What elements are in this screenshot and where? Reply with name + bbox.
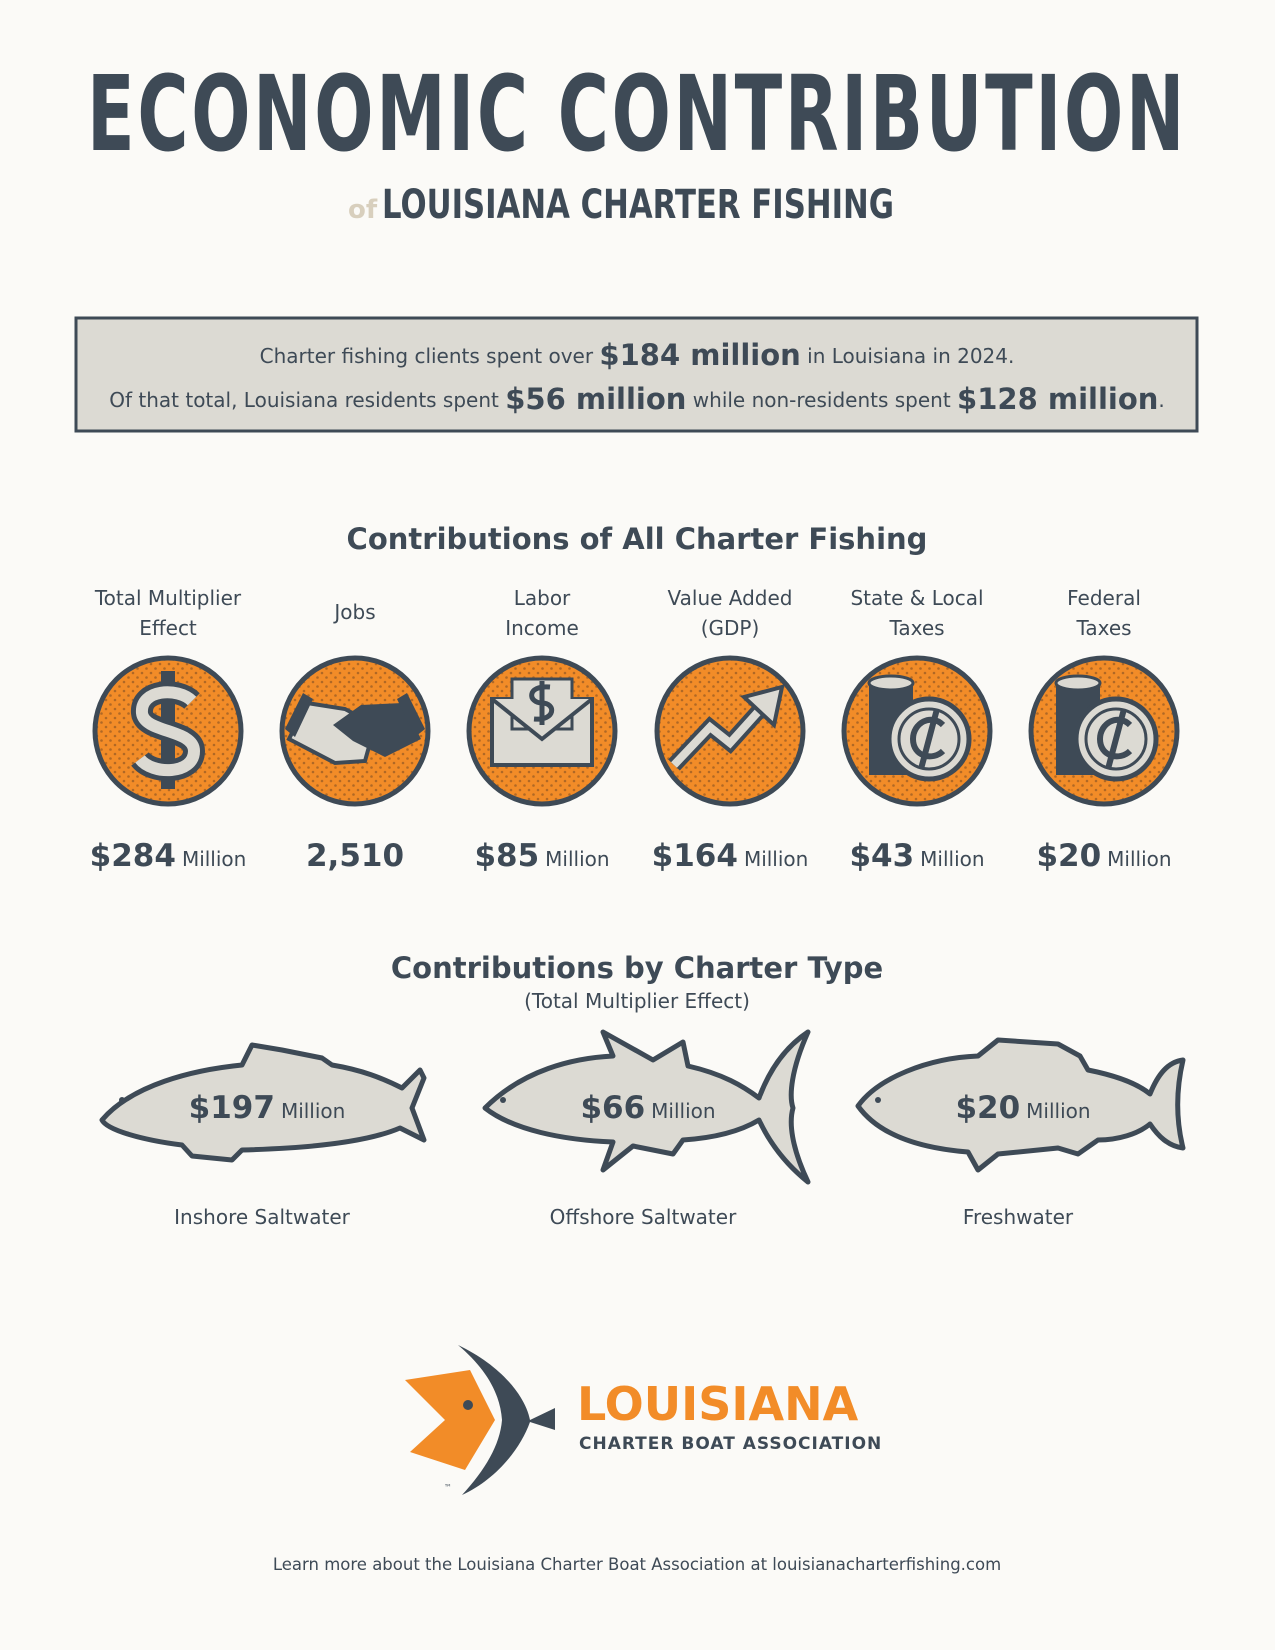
- contribution-value: $284 Million: [90, 838, 247, 874]
- summary-box: [74, 316, 1199, 433]
- contribution: Federal Taxes $20 Million: [1028, 586, 1180, 874]
- section-subtitle: (Total Multiplier Effect): [524, 989, 750, 1013]
- section-title: Contributions of All Charter Fishing: [347, 522, 928, 556]
- value-unit: Million: [545, 847, 609, 871]
- contribution-label: Jobs: [332, 600, 375, 624]
- logo-eye: [463, 1400, 473, 1410]
- summary-text: in Louisiana in 2024.: [801, 344, 1015, 368]
- type-value: $66 Million: [580, 1090, 715, 1126]
- value-amount: $43: [849, 838, 914, 874]
- icon-circle: [654, 655, 806, 807]
- subtitle: LOUISIANA CHARTER FISHING: [382, 182, 894, 228]
- value-amount: $197: [189, 1090, 275, 1126]
- value-unit: Million: [1107, 847, 1171, 871]
- value-unit: Million: [920, 847, 984, 871]
- contribution-label: Labor: [514, 586, 571, 610]
- contribution: Jobs 2,510: [279, 600, 431, 874]
- section-title: Contributions by Charter Type: [391, 951, 883, 985]
- type-label: Freshwater: [963, 1205, 1074, 1229]
- logo-trademark: ™: [444, 1483, 452, 1492]
- value-unit: Million: [182, 847, 246, 871]
- value-amount: $85: [474, 838, 539, 874]
- value-amount: $284: [90, 838, 176, 874]
- type-value: $197 Million: [189, 1090, 346, 1126]
- value-amount: $20: [1036, 838, 1101, 874]
- fish-eye: [500, 1097, 506, 1103]
- fish-eye: [119, 1097, 125, 1103]
- charter-type: $66 Million Offshore Saltwater: [482, 1029, 811, 1229]
- icon-part: [1054, 674, 1102, 692]
- summary-amount: $128 million: [957, 382, 1158, 416]
- summary-amount: $56 million: [505, 382, 686, 416]
- summary-amount: $184 million: [599, 338, 800, 372]
- contribution-value: 2,510: [306, 838, 404, 874]
- contribution: Labor Income $85 Million: [466, 586, 618, 874]
- icon-part: [333, 703, 421, 757]
- contribution-label: Total Multiplier: [94, 586, 242, 610]
- value-unit: Million: [651, 1099, 715, 1123]
- contribution-value: $43 Million: [849, 838, 984, 874]
- logo-tail: [458, 1345, 555, 1495]
- contribution-label: Value Added: [668, 586, 793, 610]
- contribution-label: Income: [505, 616, 579, 640]
- value-unit: Million: [1026, 1099, 1090, 1123]
- fish: [99, 1042, 427, 1163]
- icon-part: [1096, 708, 1133, 770]
- icon-part: [897, 707, 961, 771]
- contribution: Value Added (GDP) $164 Million: [652, 586, 809, 874]
- value-amount: 2,510: [306, 838, 404, 874]
- fish: [482, 1029, 811, 1185]
- contribution-label: State & Local: [850, 586, 983, 610]
- type-value: $20 Million: [955, 1090, 1090, 1126]
- contribution-label: Taxes: [1075, 616, 1131, 640]
- summary-text: Of that total, Louisiana residents spent: [109, 388, 505, 412]
- contribution-label: (GDP): [701, 616, 760, 640]
- icon-part: [135, 686, 201, 777]
- contribution-value: $85 Million: [474, 838, 609, 874]
- contribution: State & Local Taxes $43 Million: [841, 586, 993, 874]
- icon-part: [867, 674, 915, 692]
- icon-part: [1084, 707, 1148, 771]
- contribution-label: Effect: [139, 616, 197, 640]
- charter-type: $20 Million Freshwater: [855, 1037, 1186, 1229]
- value-amount: $66: [580, 1090, 645, 1126]
- title: ECONOMIC CONTRIBUTION: [87, 53, 1187, 175]
- summary-line: Of that total, Louisiana residents spent…: [109, 382, 1165, 416]
- logo-tagline: CHARTER BOAT ASSOCIATION: [579, 1434, 882, 1454]
- logo-fish-head: [405, 1370, 495, 1470]
- icon-part: [529, 681, 554, 725]
- icon-part: [739, 684, 785, 729]
- contribution-label: Federal: [1067, 586, 1141, 610]
- contribution: Total Multiplier Effect $284 Million: [90, 586, 247, 874]
- logo-name: LOUISIANA: [577, 1377, 859, 1431]
- summary-line: Charter fishing clients spent over $184 …: [260, 338, 1015, 372]
- type-label: Inshore Saltwater: [174, 1205, 350, 1229]
- logo: LOUISIANA CHARTER BOAT ASSOCIATION ™: [405, 1345, 882, 1495]
- type-label: Offshore Saltwater: [550, 1205, 737, 1229]
- fish: [855, 1037, 1186, 1173]
- contribution-value: $20 Million: [1036, 838, 1171, 874]
- summary-text: Charter fishing clients spent over: [260, 344, 600, 368]
- subtitle-of: of: [348, 195, 378, 225]
- summary-text: while non-residents spent: [686, 388, 957, 412]
- charter-type: $197 Million Inshore Saltwater: [99, 1042, 427, 1229]
- value-unit: Million: [281, 1099, 345, 1123]
- value-unit: Million: [744, 847, 808, 871]
- contribution-label: Taxes: [888, 616, 944, 640]
- summary-text: .: [1158, 388, 1164, 412]
- fish-eye: [875, 1097, 881, 1103]
- value-amount: $20: [955, 1090, 1020, 1126]
- footer: Learn more about the Louisiana Charter B…: [273, 1555, 1001, 1574]
- icon-part: [909, 708, 946, 770]
- contribution-value: $164 Million: [652, 838, 809, 874]
- icon-part: [671, 700, 769, 768]
- value-amount: $164: [652, 838, 738, 874]
